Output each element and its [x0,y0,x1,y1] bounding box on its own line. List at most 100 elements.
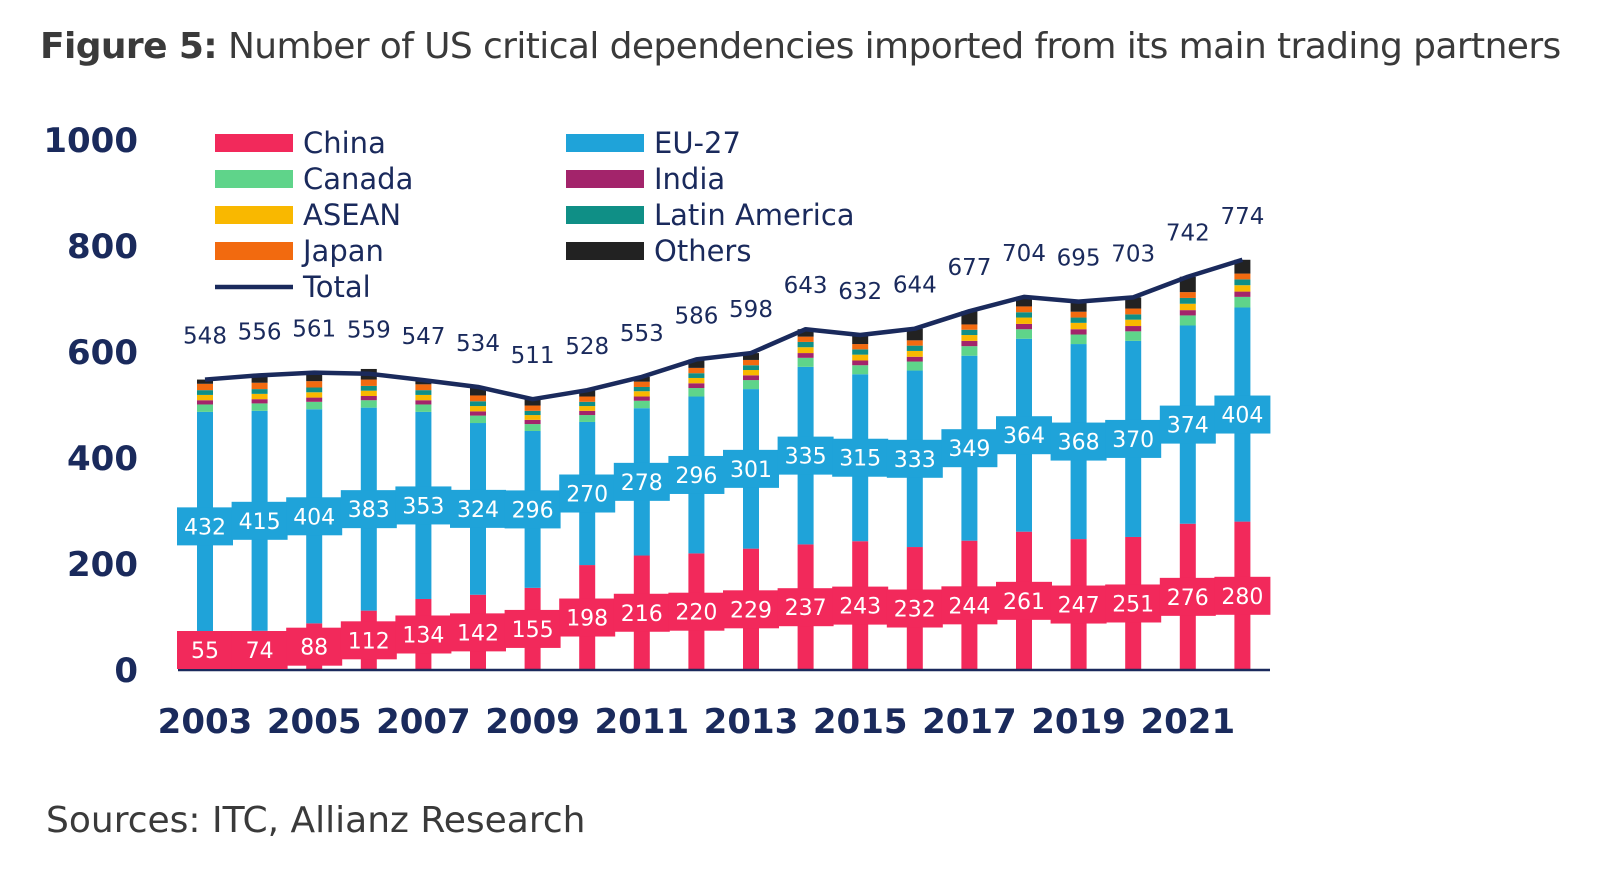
bar-segment [961,346,978,356]
total-data-label: 548 [183,324,227,350]
china-data-label-box [1214,576,1271,615]
bar-segment [524,405,541,411]
figure-label: Figure 5: [40,26,218,67]
bar-segment [743,365,759,371]
bar-segment [306,381,323,388]
china-data-label-box [886,589,943,628]
bar-segment [633,386,650,392]
legend-swatch [566,134,644,152]
bar-segment [360,390,377,396]
total-data-label: 644 [893,273,937,299]
bar-segment [197,390,213,395]
bar-segment [1070,311,1087,318]
bar-segment [1016,312,1032,318]
eu-data-label: 301 [730,458,772,483]
eu-data-label-box [1159,405,1216,444]
eu-data-label: 383 [348,498,390,523]
bar-segment [415,384,432,391]
x-tick-label: 2005 [267,702,362,742]
bar-segment [797,347,814,354]
bar-segment [797,357,814,367]
total-data-label: 643 [784,273,828,299]
eu-data-label: 374 [1167,414,1209,439]
bar-segment [251,382,268,390]
bar-segment [579,410,596,416]
china-data-label: 251 [1112,592,1154,617]
bar-segment [360,379,377,386]
eu-data-label-box [668,455,725,494]
eu-data-label-box [723,449,779,488]
eu-data-label: 404 [293,505,335,530]
x-tick-label: 2007 [376,702,471,742]
bar-segment [633,400,650,409]
legend-label: Latin America [654,198,855,232]
bar-segment [415,394,432,401]
bar-segment [197,383,213,391]
bar-segment [1070,329,1087,335]
bar-segment [306,401,323,410]
china-data-label-box [723,590,779,629]
y-tick-label: 600 [67,333,138,373]
china-data-label: 155 [512,618,554,643]
eu-data-label-box [941,429,998,468]
bar-segment [852,360,869,366]
china-data-label: 276 [1167,586,1209,611]
x-tick-label: 2013 [704,702,799,742]
china-data-label-box [559,598,616,637]
legend-label: ASEAN [303,198,401,232]
bar-segment [360,400,377,408]
bar-segment [360,385,377,391]
bar-segment [1234,279,1251,286]
eu-data-label: 278 [621,471,663,496]
china-data-label: 216 [621,602,663,627]
eu-data-label-box [559,474,616,513]
china-data-label-box [504,609,561,648]
bar-segment [1016,306,1032,313]
eu-data-label: 415 [239,510,281,535]
bar-segment [1234,285,1251,292]
china-data-label-box [1050,585,1107,624]
bar-segment [579,396,596,402]
bar-segment [197,379,213,384]
bar-segment [306,387,323,393]
eu-data-label: 333 [894,448,936,473]
bar-segment [1125,297,1142,309]
eu-data-label-box [504,490,561,529]
bar-segment [852,335,869,345]
stacked-bar-chart: 0 200 400 600 800 1000 2003 2005 2007 2009 2011 201… [43,121,1271,742]
china-data-label-box [1159,577,1216,616]
bar-segment [1125,308,1142,315]
legend-swatch [215,134,293,152]
eu-data-label-box [886,439,943,478]
bar-segment [1125,314,1142,320]
eu-data-label-box [286,497,343,536]
bar-segment [1016,317,1032,324]
bar-segment [743,370,759,376]
x-tick-label: 2009 [485,702,580,742]
bar-segment [743,380,759,390]
total-data-label: 556 [238,319,282,345]
bar-segment [633,391,650,397]
bar-segment [579,406,596,411]
china-data-label: 232 [894,598,936,623]
china-data-label-box [996,581,1052,620]
bar-segment [1070,334,1087,345]
bar-segment [470,401,486,407]
total-data-label: 774 [1220,204,1264,230]
eu-data-label-box [1105,419,1162,458]
china-data-label-box [286,627,343,666]
eu-data-label: 296 [675,464,717,489]
bar-segment [906,328,923,341]
bar-segment [852,344,869,350]
china-data-label: 244 [948,594,990,619]
bar-segment [961,324,978,330]
bar-segment [470,411,486,416]
eu-data-label: 315 [839,447,881,472]
eu-data-label: 335 [785,445,827,470]
y-tick-label: 400 [67,439,138,479]
bar-segment [633,396,650,401]
legend-swatch [566,206,644,224]
bar-segment [1070,322,1087,330]
china-data-label: 229 [730,598,772,623]
bar-segment [470,386,486,396]
